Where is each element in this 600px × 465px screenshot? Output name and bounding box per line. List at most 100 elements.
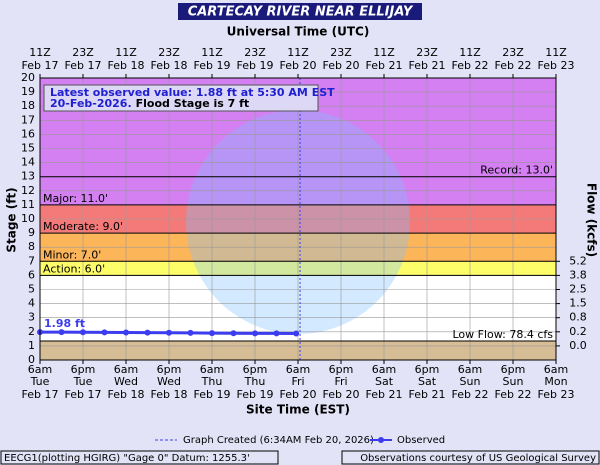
chart-title: CARTECAY RIVER NEAR ELLIJAY: [188, 5, 414, 20]
top-tick-label: Feb 23: [538, 59, 575, 72]
top-tick-label: 11Z: [545, 46, 567, 59]
x-tick-label: Feb 22: [452, 388, 489, 401]
y-tick-label: 12: [21, 184, 35, 197]
y-tick-label: 0: [28, 353, 35, 366]
annotation: 20-Feb-2026. Flood Stage is 7 ft: [50, 97, 249, 110]
data-point: [209, 330, 215, 337]
top-tick-label: 23Z: [158, 46, 180, 59]
data-point: [101, 329, 108, 336]
data-point: [252, 330, 258, 337]
x-tick-label: Feb 22: [495, 388, 532, 401]
x-tick-label: Sat: [418, 375, 437, 388]
y2-tick-label: 0.8: [569, 311, 587, 324]
y-tick-label: 3: [28, 311, 35, 324]
y-tick-label: 10: [21, 212, 35, 225]
top-tick-label: Feb 17: [65, 59, 102, 72]
legend-observed-dot: [378, 437, 384, 443]
data-point: [166, 329, 172, 336]
y2-tick-label: 0.0: [569, 339, 587, 352]
y2-axis-title: Flow (kcfs): [585, 183, 599, 257]
legend-label: Observed: [397, 435, 445, 446]
x-tick-label: Feb 17: [65, 388, 102, 401]
data-point: [144, 329, 151, 336]
x-tick-label: Feb 23: [538, 388, 575, 401]
top-tick-label: Feb 21: [409, 59, 446, 72]
top-tick-label: 11Z: [115, 46, 137, 59]
y2-tick-label: 2.5: [569, 283, 587, 296]
top-tick-label: 11Z: [201, 46, 223, 59]
x-tick-label: Feb 20: [323, 388, 360, 401]
x-tick-label: 6am: [200, 363, 224, 376]
top-tick-label: Feb 22: [495, 59, 532, 72]
data-point: [273, 330, 280, 337]
x-tick-label: 6pm: [71, 363, 96, 376]
x-tick-label: 6am: [372, 363, 396, 376]
record-label: Record: 13.0': [480, 164, 553, 177]
top-tick-label: 23Z: [244, 46, 266, 59]
footer-box: [341, 450, 600, 465]
top-tick-label: Feb 22: [452, 59, 489, 72]
y-tick-label: 1: [28, 339, 35, 352]
top-tick-label: Feb 18: [108, 59, 145, 72]
footer-right: Observations courtesy of US Geological S…: [360, 453, 596, 464]
x-tick-label: Feb 21: [366, 388, 403, 401]
y2-tick-label: 5.2: [569, 254, 587, 267]
data-point: [80, 329, 86, 336]
annotation-box: [43, 84, 319, 112]
y-tick-label: 6: [28, 268, 35, 281]
top-tick-label: Feb 21: [366, 59, 403, 72]
top-tick-label: Feb 20: [323, 59, 360, 72]
top-tick-label: Feb 17: [22, 59, 59, 72]
x-tick-label: 6pm: [329, 363, 354, 376]
data-point: [58, 329, 65, 336]
y-tick-label: 19: [21, 85, 35, 98]
x-tick-label: Fri: [334, 375, 347, 388]
x-axis-title: Site Time (EST): [246, 403, 350, 417]
x-tick-label: Fri: [291, 375, 304, 388]
top-tick-label: 23Z: [416, 46, 438, 59]
x-tick-label: 6pm: [501, 363, 526, 376]
x-tick-label: 6am: [544, 363, 568, 376]
annotation-flood: Flood Stage is 7 ft: [136, 97, 250, 110]
top-tick-label: 23Z: [72, 46, 94, 59]
flood-label: Minor: 7.0': [43, 248, 101, 261]
y-tick-label: 16: [21, 127, 35, 140]
footer-left: EECG1(plotting HGIRG) "Gage 0" Datum: 12…: [4, 453, 250, 464]
x-tick-label: Feb 18: [151, 388, 188, 401]
y-tick-label: 20: [21, 71, 35, 84]
top-tick-label: 11Z: [459, 46, 481, 59]
top-tick-label: Feb 20: [280, 59, 317, 72]
x-tick-label: Thu: [244, 375, 266, 388]
x-tick-label: Sun: [460, 375, 481, 388]
x-tick-label: Wed: [114, 375, 138, 388]
y2-tick-label: 0.2: [569, 325, 587, 338]
peak-label: 1.98 ft: [44, 317, 85, 330]
data-point: [230, 330, 237, 337]
y-tick-label: 8: [28, 240, 35, 253]
plot-frame: [39, 77, 557, 361]
x-tick-label: 6pm: [157, 363, 182, 376]
y-tick-label: 2: [28, 325, 35, 338]
x-tick-label: 6am: [458, 363, 482, 376]
y-tick-label: 4: [28, 297, 35, 310]
low-flow-label: Low Flow: 78.4 cfs: [452, 328, 553, 341]
top-tick-label: 23Z: [502, 46, 524, 59]
x-tick-label: Tue: [73, 375, 93, 388]
top-tick-label: 11Z: [287, 46, 309, 59]
y2-tick-label: 1.5: [569, 297, 587, 310]
y-tick-label: 17: [21, 113, 35, 126]
footer-box: [0, 450, 279, 465]
y-tick-label: 5: [28, 283, 35, 296]
y-tick-label: 14: [21, 156, 35, 169]
x-tick-label: Feb 19: [237, 388, 274, 401]
y2-tick-label: 3.8: [569, 268, 587, 281]
x-tick-label: Sat: [375, 375, 394, 388]
x-tick-label: 6pm: [243, 363, 268, 376]
top-tick-label: 23Z: [330, 46, 352, 59]
y-axis-title: Stage (ft): [5, 187, 19, 252]
x-tick-label: Tue: [30, 375, 50, 388]
top-tick-label: 11Z: [29, 46, 51, 59]
x-tick-label: Feb 17: [22, 388, 59, 401]
legend-label: Graph Created (6:34AM Feb 20, 2026): [183, 435, 374, 446]
